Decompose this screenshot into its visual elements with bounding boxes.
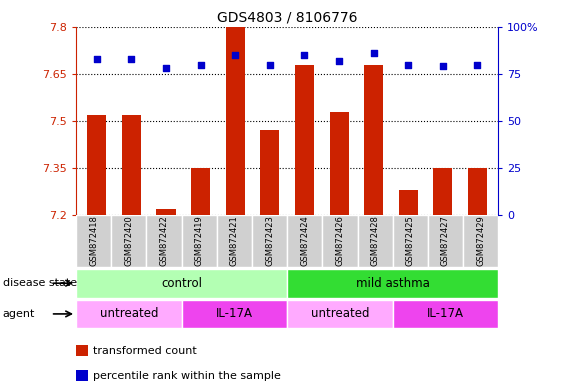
Point [439,63,448,70]
Text: IL-17A: IL-17A [216,308,253,320]
Bar [76,300,181,328]
Bar [323,215,358,267]
Text: GSM872426: GSM872426 [336,215,345,266]
Bar [434,168,453,215]
Bar [393,300,498,328]
Text: untreated: untreated [100,308,158,320]
Bar [182,215,217,267]
Text: GSM872427: GSM872427 [441,215,450,266]
Bar [287,215,323,267]
Point [231,52,240,58]
Text: GSM872429: GSM872429 [476,215,485,266]
Bar [76,269,287,298]
Text: percentile rank within the sample: percentile rank within the sample [93,371,281,381]
Text: GSM872420: GSM872420 [124,215,133,266]
Title: GDS4803 / 8106776: GDS4803 / 8106776 [217,10,358,24]
Bar [295,65,314,215]
Bar [428,215,463,267]
Point [369,50,378,56]
Text: GSM872422: GSM872422 [159,215,168,266]
Bar [226,27,245,215]
Point [162,65,171,71]
Text: GSM872424: GSM872424 [300,215,309,266]
Bar [217,215,252,267]
Bar [329,111,348,215]
Text: IL-17A: IL-17A [427,308,464,320]
Text: control: control [161,277,202,290]
Bar [358,215,393,267]
Bar [87,115,106,215]
Point [334,58,343,64]
Bar [287,269,498,298]
Bar [76,215,111,267]
Text: GSM872421: GSM872421 [230,215,239,266]
Text: GSM872423: GSM872423 [265,215,274,266]
Bar [122,115,141,215]
Bar [287,300,393,328]
Text: agent: agent [3,309,35,319]
Point [265,61,274,68]
Bar [260,131,279,215]
Point [404,61,413,68]
Bar [157,209,176,215]
Text: transformed count: transformed count [93,346,196,356]
Bar [181,300,287,328]
Text: GSM872418: GSM872418 [89,215,98,266]
Bar [146,215,182,267]
Point [92,56,101,62]
Bar [111,215,146,267]
Bar [399,190,418,215]
Bar [252,215,287,267]
Text: GSM872425: GSM872425 [406,215,415,266]
Text: disease state: disease state [3,278,77,288]
Point [300,52,309,58]
Bar [463,215,498,267]
Bar [468,168,487,215]
Bar [191,168,210,215]
Text: GSM872419: GSM872419 [195,215,204,266]
Bar [393,215,428,267]
Text: GSM872428: GSM872428 [370,215,379,266]
Bar [364,65,383,215]
Point [473,61,482,68]
Text: untreated: untreated [311,308,369,320]
Point [127,56,136,62]
Text: mild asthma: mild asthma [356,277,430,290]
Point [196,61,205,68]
